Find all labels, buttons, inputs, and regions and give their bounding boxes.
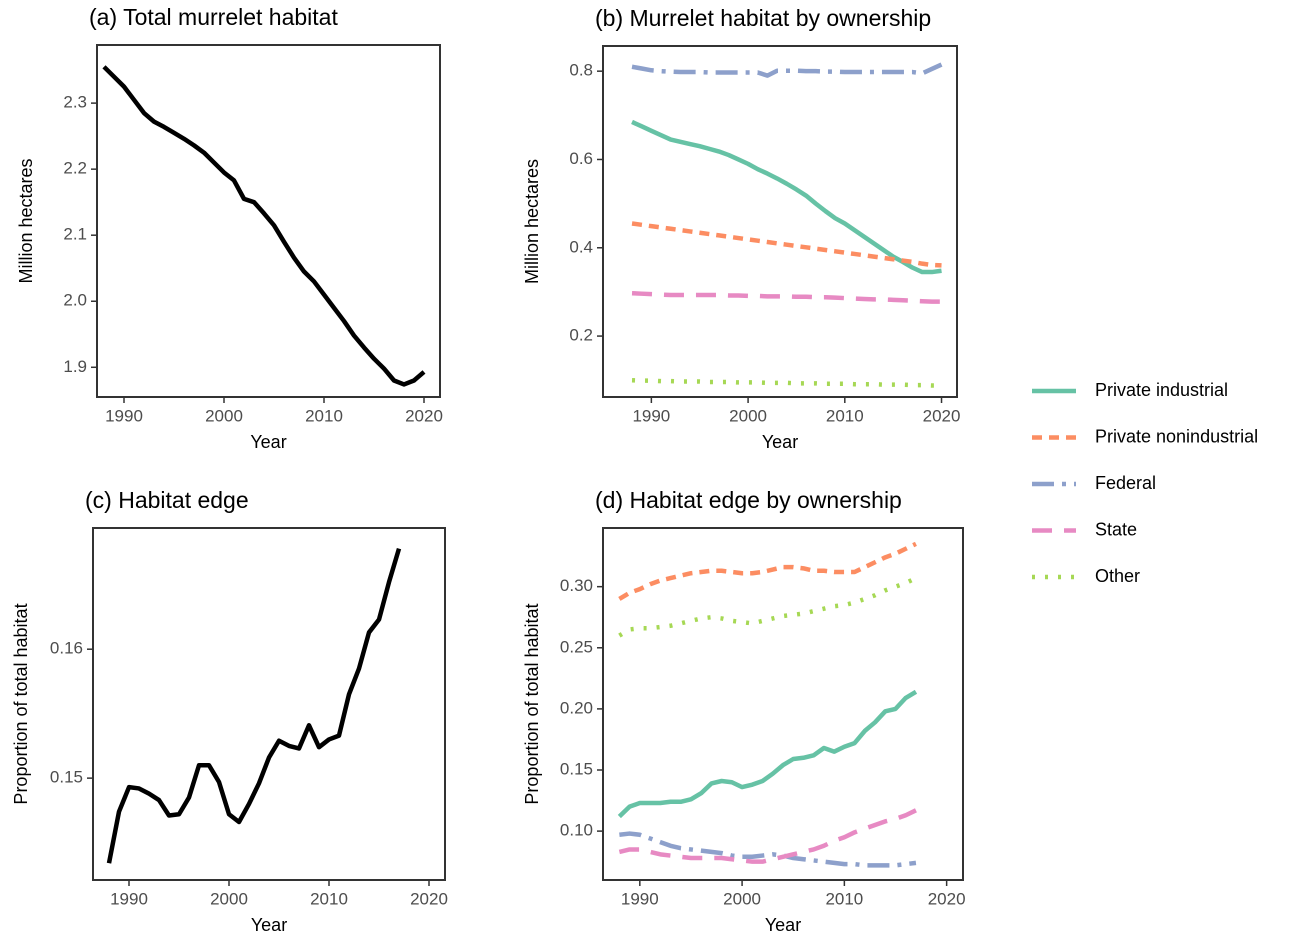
y-tick-label: 2.3 (63, 93, 87, 112)
x-tick-label: 1990 (632, 406, 670, 425)
y-tick-label: 2.2 (63, 159, 87, 178)
y-axis-label: Proportion of total habitat (11, 603, 31, 804)
legend-label: Other (1095, 566, 1140, 586)
x-tick-label: 2000 (210, 889, 248, 908)
y-tick-label: 0.15 (560, 759, 593, 778)
chart-title: (c) Habitat edge (85, 487, 249, 513)
x-tick-label: 2000 (729, 406, 767, 425)
data-line (631, 290, 942, 304)
y-tick-label: 0.4 (569, 237, 593, 256)
x-tick-label: 2020 (405, 406, 443, 425)
chart-title: (a) Total murrelet habitat (89, 4, 338, 30)
x-axis-label: Year (250, 432, 286, 452)
data-line (618, 541, 917, 601)
x-axis-label: Year (762, 432, 798, 452)
data-line (631, 377, 942, 388)
x-tick-label: 1990 (621, 889, 659, 908)
x-tick-label: 2010 (826, 406, 864, 425)
data-line (631, 62, 943, 78)
y-tick-label: 0.2 (569, 326, 593, 345)
y-axis-label: Million hectares (16, 158, 36, 283)
plot-frame (602, 45, 958, 398)
data-line (631, 119, 942, 275)
y-tick-label: 0.30 (560, 576, 593, 595)
x-axis-label: Year (765, 915, 801, 935)
chart-title: (b) Murrelet habitat by ownership (595, 5, 931, 31)
data-line (617, 689, 918, 819)
legend-label: Federal (1095, 473, 1156, 493)
legend-label: Private nonindustrial (1095, 426, 1258, 446)
y-axis-label: Proportion of total habitat (522, 603, 542, 804)
y-tick-label: 0.20 (560, 698, 593, 717)
x-tick-label: 2000 (723, 889, 761, 908)
plot-frame (96, 44, 441, 398)
legend-label: Private industrial (1095, 380, 1228, 400)
x-tick-label: 2010 (825, 889, 863, 908)
legend-label: State (1095, 519, 1137, 539)
y-tick-label: 0.16 (50, 639, 83, 658)
x-tick-label: 1990 (105, 406, 143, 425)
y-tick-label: 0.6 (569, 149, 593, 168)
data-line (631, 221, 942, 268)
data-line (106, 547, 402, 864)
x-tick-label: 1990 (110, 889, 148, 908)
x-tick-label: 2020 (928, 889, 966, 908)
x-tick-label: 2000 (205, 406, 243, 425)
data-line (618, 808, 917, 864)
chart-title: (d) Habitat edge by ownership (595, 487, 902, 513)
y-tick-label: 1.9 (63, 357, 87, 376)
y-tick-label: 0.8 (569, 61, 593, 80)
y-tick-label: 0.25 (560, 637, 593, 656)
data-line (102, 65, 426, 387)
y-tick-label: 2.0 (63, 291, 87, 310)
data-line (619, 831, 917, 868)
plot-frame (92, 527, 446, 881)
y-axis-label: Million hectares (522, 159, 542, 284)
x-tick-label: 2010 (305, 406, 343, 425)
plot-frame (602, 527, 964, 881)
data-line (618, 576, 917, 638)
y-tick-label: 0.15 (50, 768, 83, 787)
y-tick-label: 0.10 (560, 821, 593, 840)
x-tick-label: 2020 (410, 889, 448, 908)
x-tick-label: 2010 (310, 889, 348, 908)
x-axis-label: Year (251, 915, 287, 935)
y-tick-label: 2.1 (63, 225, 87, 244)
x-tick-label: 2020 (923, 406, 961, 425)
